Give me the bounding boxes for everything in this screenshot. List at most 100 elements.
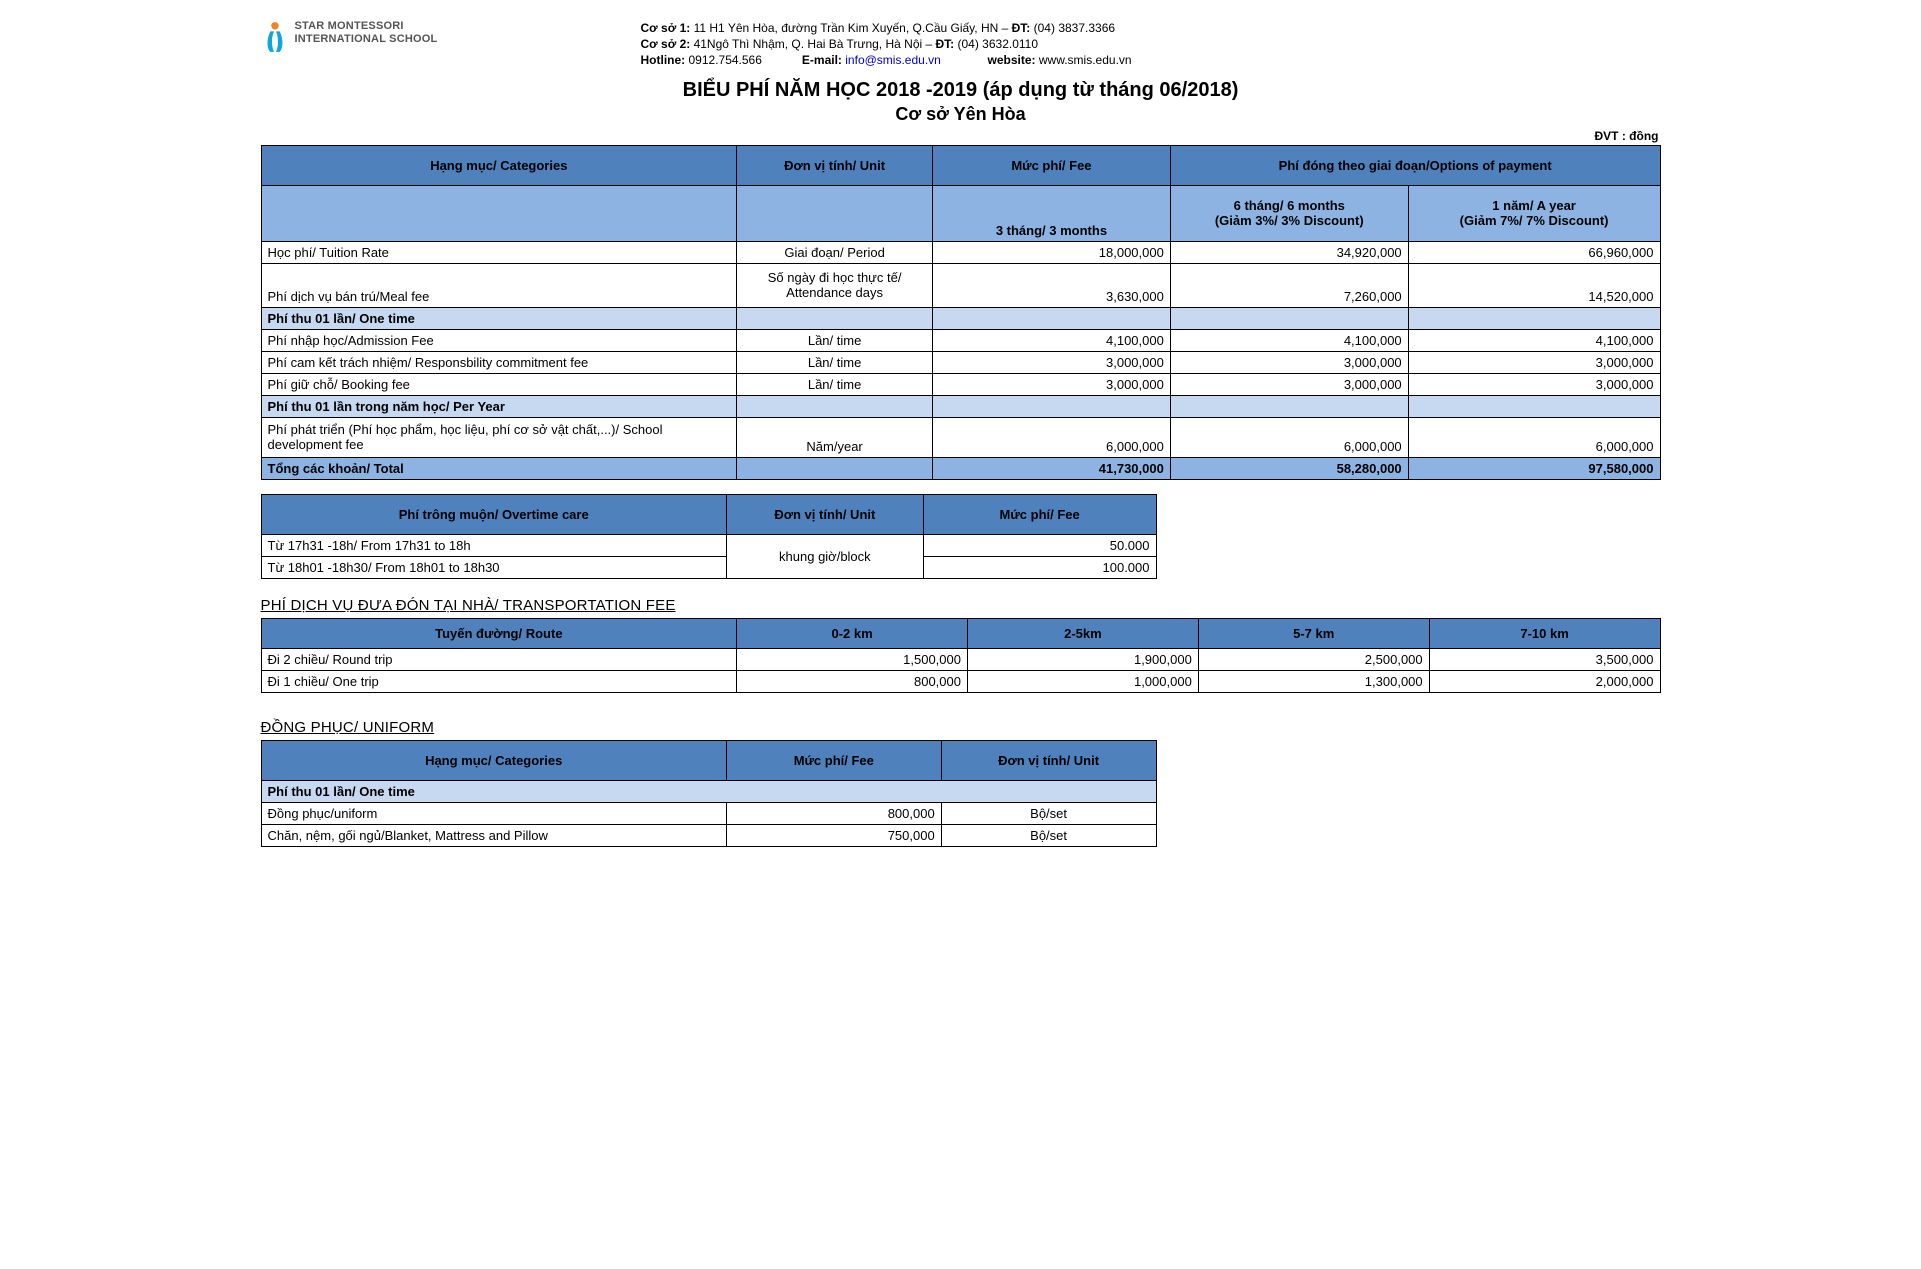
unit-note: ĐVT : đồng <box>263 129 1659 143</box>
total-v12: 97,580,000 <box>1408 457 1660 479</box>
table-row: Phí thu 01 lần/ One time <box>261 780 1156 802</box>
subhdr-3m: 3 tháng/ 3 months <box>933 185 1171 241</box>
cell-v: 1,300,000 <box>1198 670 1429 692</box>
subhdr-blank <box>737 185 933 241</box>
logo-icon <box>261 20 289 54</box>
th-cat: Hạng mục/ Categories <box>261 740 726 780</box>
main-fee-table: Hạng mục/ Categories Đơn vị tính/ Unit M… <box>261 145 1661 480</box>
coso1-dt: (04) 3837.3366 <box>1034 21 1115 35</box>
table-row: Đồng phục/uniform 800,000 Bộ/set <box>261 802 1156 824</box>
subhdr-1y-l2: (Giảm 7%/ 7% Discount) <box>1415 213 1654 228</box>
coso1-text: 11 H1 Yên Hòa, đường Trần Kim Xuyến, Q.C… <box>694 21 1012 35</box>
table-row: Chăn, nệm, gối ngủ/Blanket, Mattress and… <box>261 824 1156 846</box>
email-label: E-mail: <box>802 53 845 67</box>
cell-label: Học phí/ Tuition Rate <box>261 241 737 263</box>
total-v3: 41,730,000 <box>933 457 1171 479</box>
coso2-text: 41Ngô Thì Nhậm, Q. Hai Bà Trưng, Hà Nội … <box>694 37 936 51</box>
section-onetime: Phí thu 01 lần/ One time <box>261 780 1156 802</box>
cell-v12: 14,520,000 <box>1408 263 1660 307</box>
total-v6: 58,280,000 <box>1170 457 1408 479</box>
table-row: Đi 1 chiều/ One trip 800,000 1,000,000 1… <box>261 670 1660 692</box>
table-row: Phí giữ chỗ/ Booking fee Lần/ time 3,000… <box>261 373 1660 395</box>
coso1-label: Cơ sở 1: <box>641 21 694 35</box>
th-ot-label: Phí trông muộn/ Overtime care <box>261 494 726 534</box>
table-row: Hạng mục/ Categories Mức phí/ Fee Đơn vị… <box>261 740 1156 780</box>
cell-v12: 4,100,000 <box>1408 329 1660 351</box>
th-c3: 5-7 km <box>1198 618 1429 648</box>
cell-fee: 50.000 <box>923 534 1156 556</box>
contact-line2: Cơ sở 2: 41Ngô Thì Nhậm, Q. Hai Bà Trưng… <box>641 36 1132 52</box>
cell-v12: 6,000,000 <box>1408 417 1660 457</box>
logo-line2: INTERNATIONAL SCHOOL <box>295 33 438 46</box>
coso2-label: Cơ sở 2: <box>641 37 694 51</box>
uniform-table: Hạng mục/ Categories Mức phí/ Fee Đơn vị… <box>261 740 1157 847</box>
transport-title: PHÍ DỊCH VỤ ĐƯA ĐÓN TẠI NHÀ/ TRANSPORTAT… <box>261 597 1661 614</box>
cell-label: Phí nhập học/Admission Fee <box>261 329 737 351</box>
cell-v6: 3,000,000 <box>1170 351 1408 373</box>
cell-unit: Lần/ time <box>737 329 933 351</box>
cell-unit: Lần/ time <box>737 351 933 373</box>
subhdr-1y-l1: 1 năm/ A year <box>1415 198 1654 213</box>
total-label: Tổng các khoản/ Total <box>261 457 737 479</box>
table-row: Phí trông muộn/ Overtime care Đơn vị tín… <box>261 494 1156 534</box>
table-row: Tổng các khoản/ Total 41,730,000 58,280,… <box>261 457 1660 479</box>
table-row: Từ 17h31 -18h/ From 17h31 to 18h khung g… <box>261 534 1156 556</box>
cell-label: Từ 17h31 -18h/ From 17h31 to 18h <box>261 534 726 556</box>
cell-label: Đi 1 chiều/ One trip <box>261 670 737 692</box>
cell-v: 3,500,000 <box>1429 648 1660 670</box>
contact-line1: Cơ sở 1: 11 H1 Yên Hòa, đường Trần Kim X… <box>641 20 1132 36</box>
cell-label: Đồng phục/uniform <box>261 802 726 824</box>
overtime-table: Phí trông muộn/ Overtime care Đơn vị tín… <box>261 494 1157 579</box>
table-row: Phí thu 01 lần trong năm học/ Per Year <box>261 395 1660 417</box>
table-row: Phí nhập học/Admission Fee Lần/ time 4,1… <box>261 329 1660 351</box>
title-sub: Cơ sở Yên Hòa <box>261 104 1661 125</box>
cell-v: 1,500,000 <box>737 648 968 670</box>
table-row: Học phí/ Tuition Rate Giai đoạn/ Period … <box>261 241 1660 263</box>
cell-v: 2,000,000 <box>1429 670 1660 692</box>
coso1-dt-label: ĐT: <box>1012 21 1034 35</box>
cell-v3: 3,630,000 <box>933 263 1171 307</box>
cell-v12: 3,000,000 <box>1408 373 1660 395</box>
cell-v6: 6,000,000 <box>1170 417 1408 457</box>
cell-v6: 7,260,000 <box>1170 263 1408 307</box>
cell-v: 1,000,000 <box>967 670 1198 692</box>
cell-unit: Bộ/set <box>941 824 1156 846</box>
cell-unit: Số ngày đi học thực tế/ Attendance days <box>737 263 933 307</box>
cell-label: Đi 2 chiều/ Round trip <box>261 648 737 670</box>
cell-unit: khung giờ/block <box>726 534 923 578</box>
section-onetime: Phí thu 01 lần/ One time <box>261 307 737 329</box>
subhdr-6m: 6 tháng/ 6 months (Giảm 3%/ 3% Discount) <box>1170 185 1408 241</box>
header: STAR MONTESSORI INTERNATIONAL SCHOOL Cơ … <box>261 20 1661 69</box>
cell-unit: Lần/ time <box>737 373 933 395</box>
th-unit: Đơn vị tính/ Unit <box>737 145 933 185</box>
table-row: Phí cam kết trách nhiệm/ Responsbility c… <box>261 351 1660 373</box>
cell-v6: 3,000,000 <box>1170 373 1408 395</box>
cell-v6: 4,100,000 <box>1170 329 1408 351</box>
cell-label: Phí giữ chỗ/ Booking fee <box>261 373 737 395</box>
uniform-title: ĐỒNG PHỤC/ UNIFORM <box>261 719 1661 736</box>
cell-v12: 66,960,000 <box>1408 241 1660 263</box>
table-row: Đi 2 chiều/ Round trip 1,500,000 1,900,0… <box>261 648 1660 670</box>
website: www.smis.edu.vn <box>1039 53 1132 67</box>
cell-v3: 4,100,000 <box>933 329 1171 351</box>
website-label: website: <box>988 53 1039 67</box>
th-c2: 2-5km <box>967 618 1198 648</box>
logo-block: STAR MONTESSORI INTERNATIONAL SCHOOL <box>261 20 461 69</box>
th-c4: 7-10 km <box>1429 618 1660 648</box>
email-link[interactable]: info@smis.edu.vn <box>845 53 941 67</box>
cell-unit: Bộ/set <box>941 802 1156 824</box>
hotline-label: Hotline: <box>641 53 689 67</box>
section-peryear: Phí thu 01 lần trong năm học/ Per Year <box>261 395 737 417</box>
cell-v: 800,000 <box>737 670 968 692</box>
th-categories: Hạng mục/ Categories <box>261 145 737 185</box>
th-c1: 0-2 km <box>737 618 968 648</box>
th-route: Tuyến đường/ Route <box>261 618 737 648</box>
cell-label: Chăn, nệm, gối ngủ/Blanket, Mattress and… <box>261 824 726 846</box>
table-row: Tuyến đường/ Route 0-2 km 2-5km 5-7 km 7… <box>261 618 1660 648</box>
th-fee: Mức phí/ Fee <box>726 740 941 780</box>
table-row: Từ 18h01 -18h30/ From 18h01 to 18h30 100… <box>261 556 1156 578</box>
cell-label: Phí phát triển (Phí học phẩm, học liệu, … <box>261 417 737 457</box>
cell-v6: 34,920,000 <box>1170 241 1408 263</box>
th-options: Phí đóng theo giai đoạn/Options of payme… <box>1170 145 1660 185</box>
cell-v: 1,900,000 <box>967 648 1198 670</box>
